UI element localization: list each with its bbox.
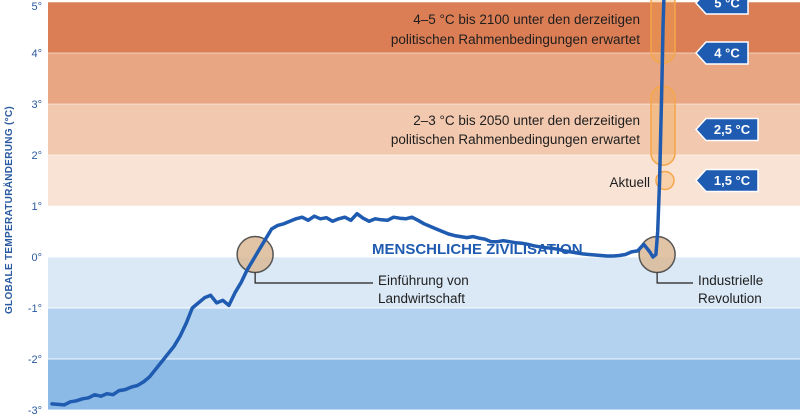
y-tick-label: 0°: [31, 252, 42, 264]
marker-label: 4 °C: [714, 46, 740, 61]
marker-tag: [694, 168, 759, 193]
scenario-mid-line2: politischen Rahmenbedingungen erwartet: [391, 132, 640, 147]
marker-tag: [694, 117, 759, 142]
industrial-label-line1: Industrielle: [698, 273, 763, 288]
industrial-connector: [656, 272, 693, 284]
band-6: [48, 308, 800, 359]
scenario-mid-line1: 2–3 °C bis 2050 unter den derzeitigen: [413, 113, 640, 128]
marker-label: 2,5 °C: [714, 122, 751, 137]
temperature-series-line: [50, 0, 666, 407]
marker-label: 5 °C: [714, 0, 740, 11]
y-tick-label: 5°: [31, 1, 42, 13]
band-1: [48, 53, 800, 104]
y-tick-label: 2°: [31, 150, 42, 162]
y-tick-label: -2°: [28, 354, 42, 366]
current-label: Aktuell: [609, 175, 650, 190]
band-2: [48, 104, 800, 155]
y-tick-label: 4°: [31, 48, 42, 60]
y-tick-label: -1°: [28, 303, 42, 315]
scenario-high-line1: 4–5 °C bis 2100 unter den derzeitigen: [413, 12, 640, 27]
marker-tag: [694, 0, 749, 15]
band-3: [48, 155, 800, 206]
temperature-markers: 5 °C 4 °C 2,5 °C 1,5 °C: [694, 0, 759, 193]
industrial-label-line2: Revolution: [698, 291, 762, 306]
agriculture-label-line2: Landwirtschaft: [378, 291, 465, 306]
civilization-label: MENSCHLICHE ZIVILISATION: [372, 241, 583, 258]
annotation-connectors: [254, 272, 693, 284]
y-tick-label: 3°: [31, 99, 42, 111]
marker-tag: [694, 41, 749, 65]
agriculture-connector: [254, 272, 373, 284]
scenario-high-line2: politischen Rahmenbedingungen erwartet: [391, 32, 640, 47]
y-axis-ticks: 5° 4° 3° 2° 1° 0° -1° -2° -3°: [28, 1, 42, 417]
y-tick-label: -3°: [28, 405, 42, 417]
agriculture-label-line1: Einführung von: [378, 273, 469, 288]
y-axis-label: GLOBALE TEMPERATURÄNDERUNG (°C): [2, 106, 15, 314]
band-7: [48, 359, 800, 410]
y-tick-label: 1°: [31, 201, 42, 213]
marker-label: 1,5 °C: [714, 173, 751, 188]
